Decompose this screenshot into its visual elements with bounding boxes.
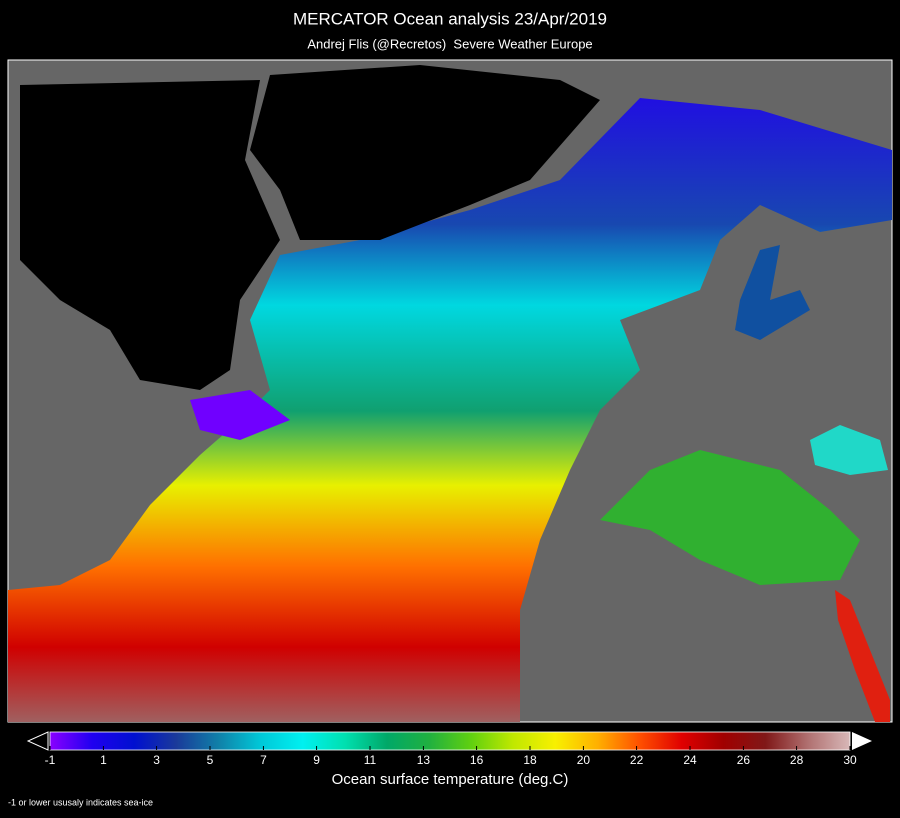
map: [7, 59, 893, 723]
colorbar-tick-label: 16: [470, 753, 484, 767]
colorbar-tick-label: 3: [153, 753, 160, 767]
colorbar-tick-label: 13: [417, 753, 431, 767]
colorbar-tick-label: 24: [683, 753, 697, 767]
colorbar-tick-label: 28: [790, 753, 804, 767]
colorbar-tick-label: 1: [100, 753, 107, 767]
colorbar-tick-label: 20: [577, 753, 591, 767]
greenland: [250, 65, 600, 240]
footnote: -1 or lower ususaly indicates sea-ice: [8, 797, 153, 807]
colorbar-extend-high: [852, 732, 872, 750]
hudson-ice: [190, 390, 290, 440]
colorbar-tick-label: 22: [630, 753, 644, 767]
baltic: [735, 245, 810, 340]
title: MERCATOR Ocean analysis 23/Apr/2019: [293, 9, 607, 28]
colorbar-tick-label: 5: [207, 753, 214, 767]
atlantic: [8, 98, 892, 722]
colorbar-tick-label: 7: [260, 753, 267, 767]
colorbar-tick-label: 11: [364, 753, 377, 767]
colorbar-ramp: [49, 731, 851, 751]
colorbar-label: Ocean surface temperature (deg.C): [332, 771, 569, 788]
subtitle: Andrej Flis (@Recretos) Severe Weather E…: [307, 36, 592, 51]
black-sea: [810, 425, 888, 475]
colorbar-tick-label: 26: [737, 753, 751, 767]
colorbar-tick-label: 18: [523, 753, 537, 767]
colorbar-tick-label: 9: [313, 753, 320, 767]
colorbar-tick-label: -1: [45, 753, 56, 767]
red-sea: [835, 590, 890, 722]
colorbar: -1 1 3 5 7 9 11 13 16 18 20 22 24 26 28 30: [26, 731, 872, 767]
colorbar-extend-low: [26, 731, 49, 751]
mediterranean: [600, 450, 860, 585]
colorbar-tick-label: 30: [843, 753, 857, 767]
arctic-canada: [20, 80, 280, 390]
